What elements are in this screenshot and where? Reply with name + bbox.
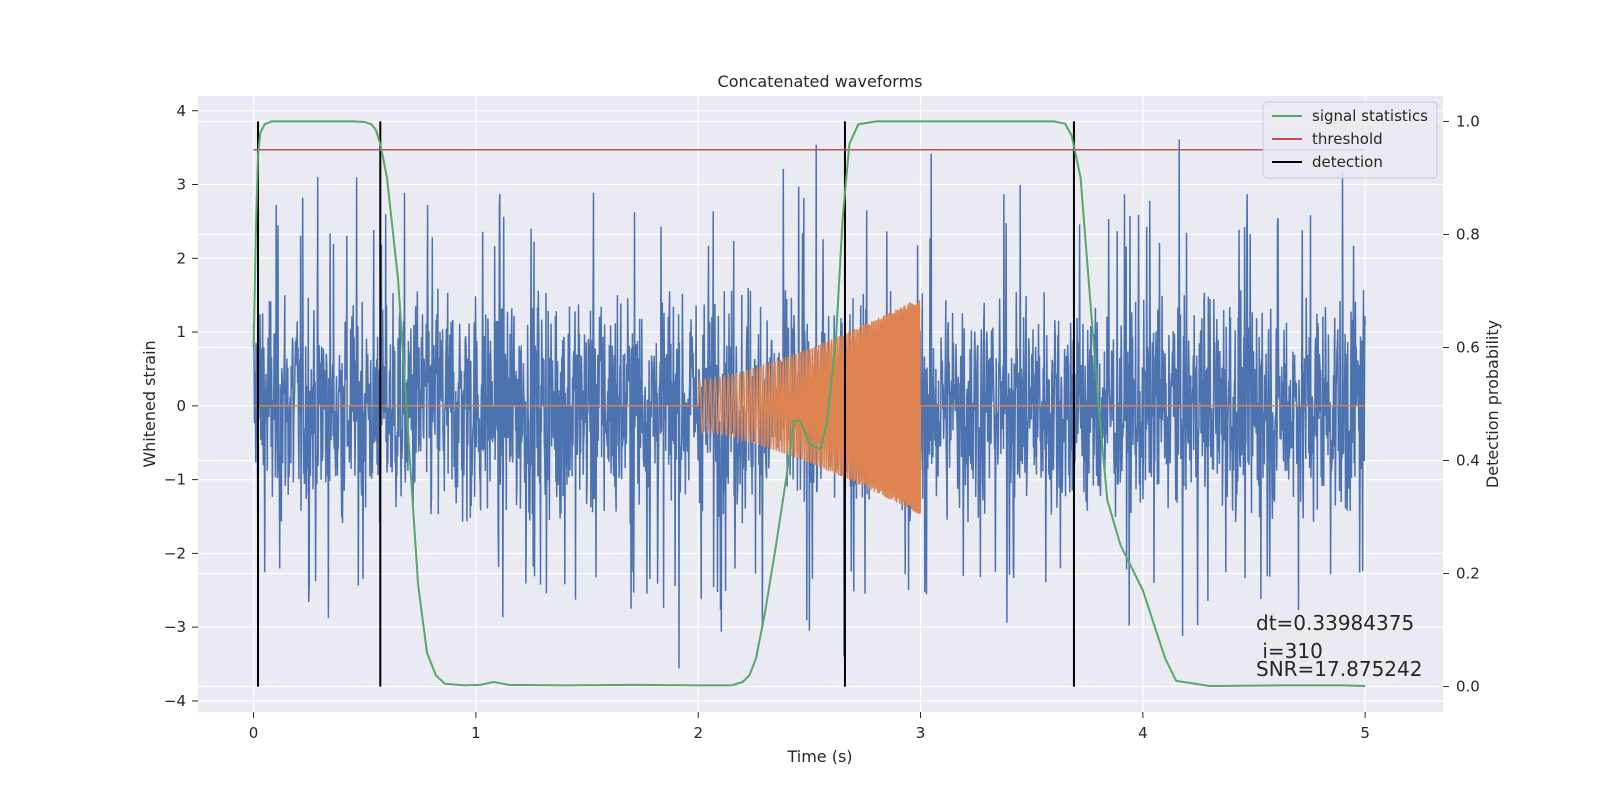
y2-tick-label: 0.4 [1456, 452, 1480, 470]
annotation-index: i=310 [1256, 639, 1323, 663]
y-tick-label: 0 [176, 397, 186, 415]
x-axis-label: Time (s) [786, 747, 852, 766]
y2-tick-label: 1.0 [1456, 112, 1480, 130]
y-tick-label: 3 [176, 176, 186, 194]
chart-title: Concatenated waveforms [718, 72, 923, 91]
y-tick-label: −2 [164, 544, 186, 562]
annotation-snr: SNR=17.875242 [1256, 657, 1422, 681]
legend-label-detection: detection [1312, 153, 1383, 171]
x-tick-label: 1 [471, 724, 481, 742]
annotation-dt: dt=0.33984375 [1256, 611, 1414, 635]
legend: signal statistics threshold detection [1262, 101, 1438, 179]
chirp-line [253, 300, 1366, 514]
x-tick-label: 5 [1360, 724, 1370, 742]
y2-axis-label: Detection probability [1483, 320, 1502, 488]
tick-labels: 0 1 2 3 4 5 −4 −3 −2 −1 0 1 2 3 4 0.0 0.2 0.4 0.6 0.8 1.0 [164, 102, 1480, 742]
y2-tick-label: 0.6 [1456, 338, 1480, 356]
y-tick-label: −3 [164, 618, 186, 636]
y-tick-label: 4 [176, 102, 186, 120]
x-tick-label: 0 [249, 724, 259, 742]
legend-label-threshold: threshold [1312, 130, 1383, 148]
y-tick-label: −4 [164, 692, 186, 710]
strain-line [252, 139, 1366, 669]
y-axis-label: Whitened strain [140, 340, 159, 467]
y-tick-label: 1 [176, 323, 186, 341]
strain-series [252, 139, 1366, 669]
y2-tick-label: 0.2 [1456, 565, 1480, 583]
y-tick-label: 2 [176, 249, 186, 267]
legend-box [1262, 101, 1438, 179]
right-axis-series [252, 120, 1366, 688]
x-tick-label: 4 [1138, 724, 1148, 742]
y2-tick-label: 0.8 [1456, 225, 1480, 243]
chirp-series [253, 300, 1366, 514]
y-tick-label: −1 [164, 471, 186, 489]
y2-tick-label: 0.0 [1456, 678, 1480, 696]
x-tick-label: 2 [693, 724, 703, 742]
x-tick-label: 3 [916, 724, 926, 742]
legend-label-signal-statistics: signal statistics [1312, 107, 1428, 125]
signal-statistics-line [252, 120, 1366, 688]
